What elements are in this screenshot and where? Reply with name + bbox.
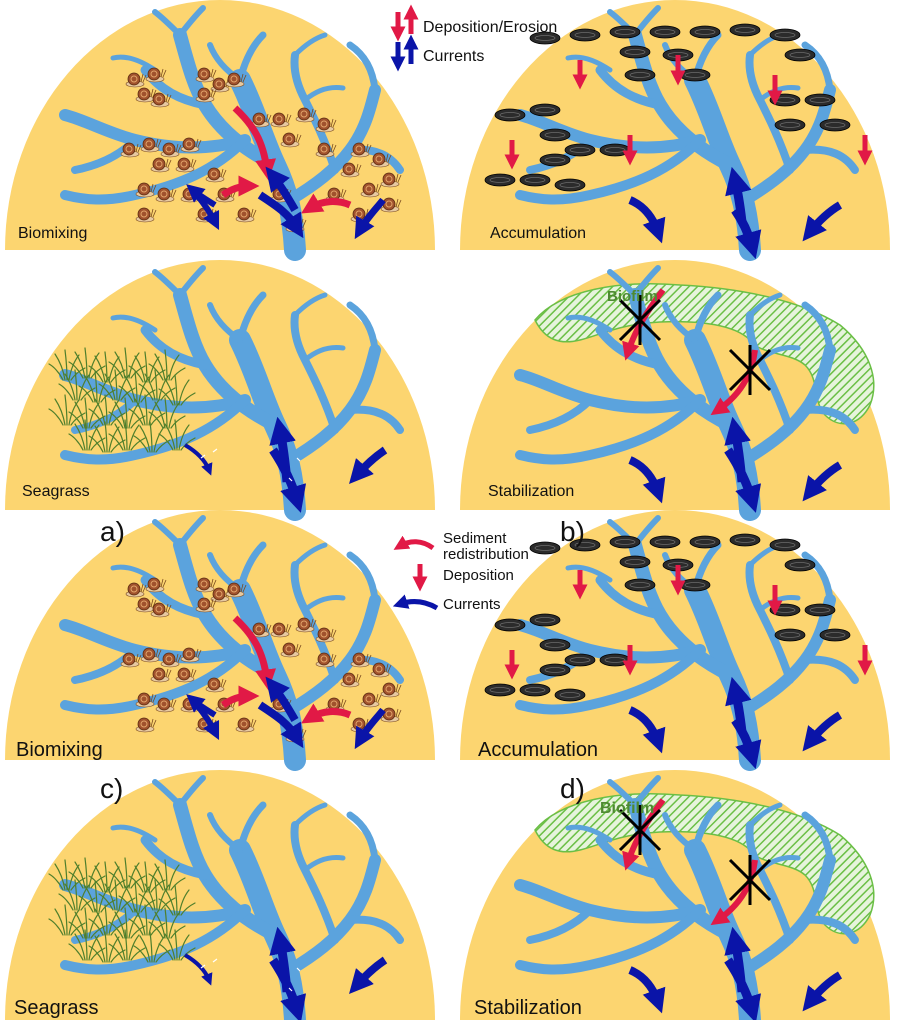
panel-a-seagrass	[5, 260, 435, 510]
panel-b-stabilization	[460, 260, 890, 510]
label-seagrass-top: Seagrass	[22, 483, 90, 500]
label-biomixing-bottom: Biomixing	[16, 739, 103, 761]
panel-b-accumulation	[460, 0, 890, 250]
label-accumulation-top: Accumulation	[490, 225, 586, 242]
panel-letter-c: c)	[100, 773, 123, 804]
deposition-erosion-icon	[390, 4, 419, 42]
legend-sediment-line2: redistribution	[443, 546, 529, 563]
panel-letter-b: b)	[560, 516, 585, 547]
label-accumulation-bottom: Accumulation	[478, 739, 598, 761]
legend-sediment-line1: Sediment	[443, 530, 507, 547]
label-stabilization-bottom: Stabilization	[474, 997, 582, 1019]
legend-currents-top: Currents	[423, 48, 484, 65]
label-biofilm-bottom: Biofilm	[600, 800, 654, 817]
panel-c-biomixing	[5, 510, 435, 760]
label-biomixing-top: Biomixing	[18, 225, 87, 242]
panel-letter-d: d)	[560, 773, 585, 804]
label-biofilm-top: Biofilm	[607, 288, 658, 305]
label-seagrass-bottom: Seagrass	[14, 997, 99, 1019]
panel-d-stabilization	[460, 770, 890, 1020]
label-stabilization-top: Stabilization	[488, 483, 574, 500]
sediment-redistribution-icon	[393, 535, 435, 551]
legend-deposition: Deposition	[443, 567, 514, 584]
panel-letter-a: a)	[100, 516, 125, 547]
legend-currents-mid: Currents	[443, 596, 501, 613]
panel-a-biomixing	[5, 0, 435, 250]
panel-c-seagrass	[5, 770, 435, 1020]
legend-deposition-erosion: Deposition/Erosion	[423, 19, 557, 36]
currents-mid-icon	[392, 594, 439, 611]
legend-top: Deposition/Erosion Currents	[390, 4, 557, 72]
currents-icon	[390, 34, 419, 72]
legend-mid: Sediment redistribution Deposition Curre…	[392, 530, 529, 613]
